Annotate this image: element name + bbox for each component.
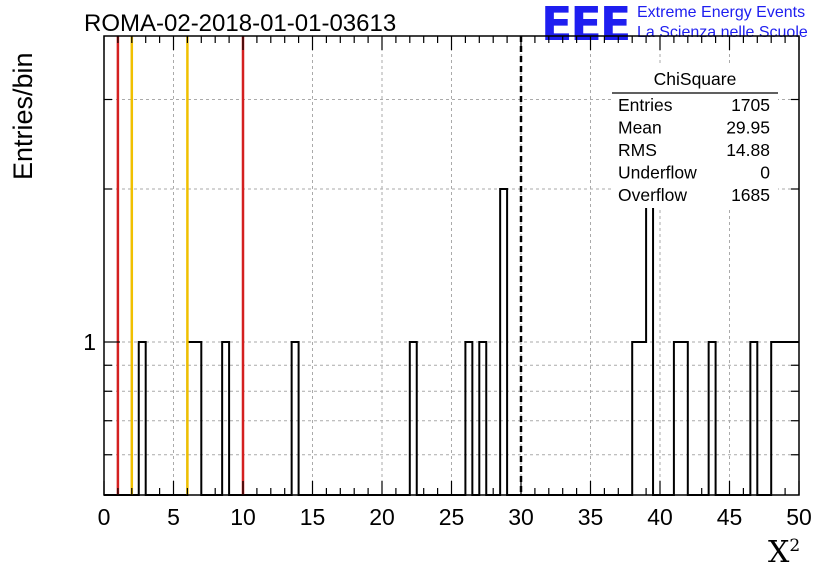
stats-box <box>612 66 778 208</box>
x-tick-label: 0 <box>98 504 111 530</box>
stats-value: 0 <box>760 163 770 183</box>
logo-mark: EEE <box>541 0 631 51</box>
x-tick-label: 45 <box>717 504 743 530</box>
stats-label: Entries <box>618 95 673 115</box>
stats-label: RMS <box>618 140 657 160</box>
x-tick-label: 5 <box>167 504 180 530</box>
x-axis-label: X2 <box>768 535 800 570</box>
stats-label: Mean <box>618 118 662 138</box>
x-tick-label: 50 <box>786 504 812 530</box>
x-tick-label: 20 <box>369 504 395 530</box>
x-tick-label: 35 <box>578 504 604 530</box>
x-axis-label-base: X <box>768 535 790 570</box>
x-tick-label: 15 <box>300 504 326 530</box>
x-tick-label: 10 <box>230 504 256 530</box>
x-tick-label: 40 <box>647 504 673 530</box>
stats-value: 14.88 <box>726 140 770 160</box>
chart-title: ROMA-02-2018-01-01-03613 <box>84 10 397 37</box>
stats-label: Overflow <box>618 185 687 205</box>
y-tick-label: 1 <box>83 329 96 355</box>
logo-line1: Extreme Energy Events <box>637 4 806 21</box>
stats-value: 1705 <box>731 95 770 115</box>
stats-label: Underflow <box>618 163 697 183</box>
stats-name: ChiSquare <box>654 69 737 89</box>
x-axis-label-sup: 2 <box>789 536 801 556</box>
stats-value: 1685 <box>731 185 770 205</box>
stats-value: 29.95 <box>726 118 770 138</box>
x-tick-label: 30 <box>508 504 534 530</box>
x-tick-label: 25 <box>439 504 465 530</box>
